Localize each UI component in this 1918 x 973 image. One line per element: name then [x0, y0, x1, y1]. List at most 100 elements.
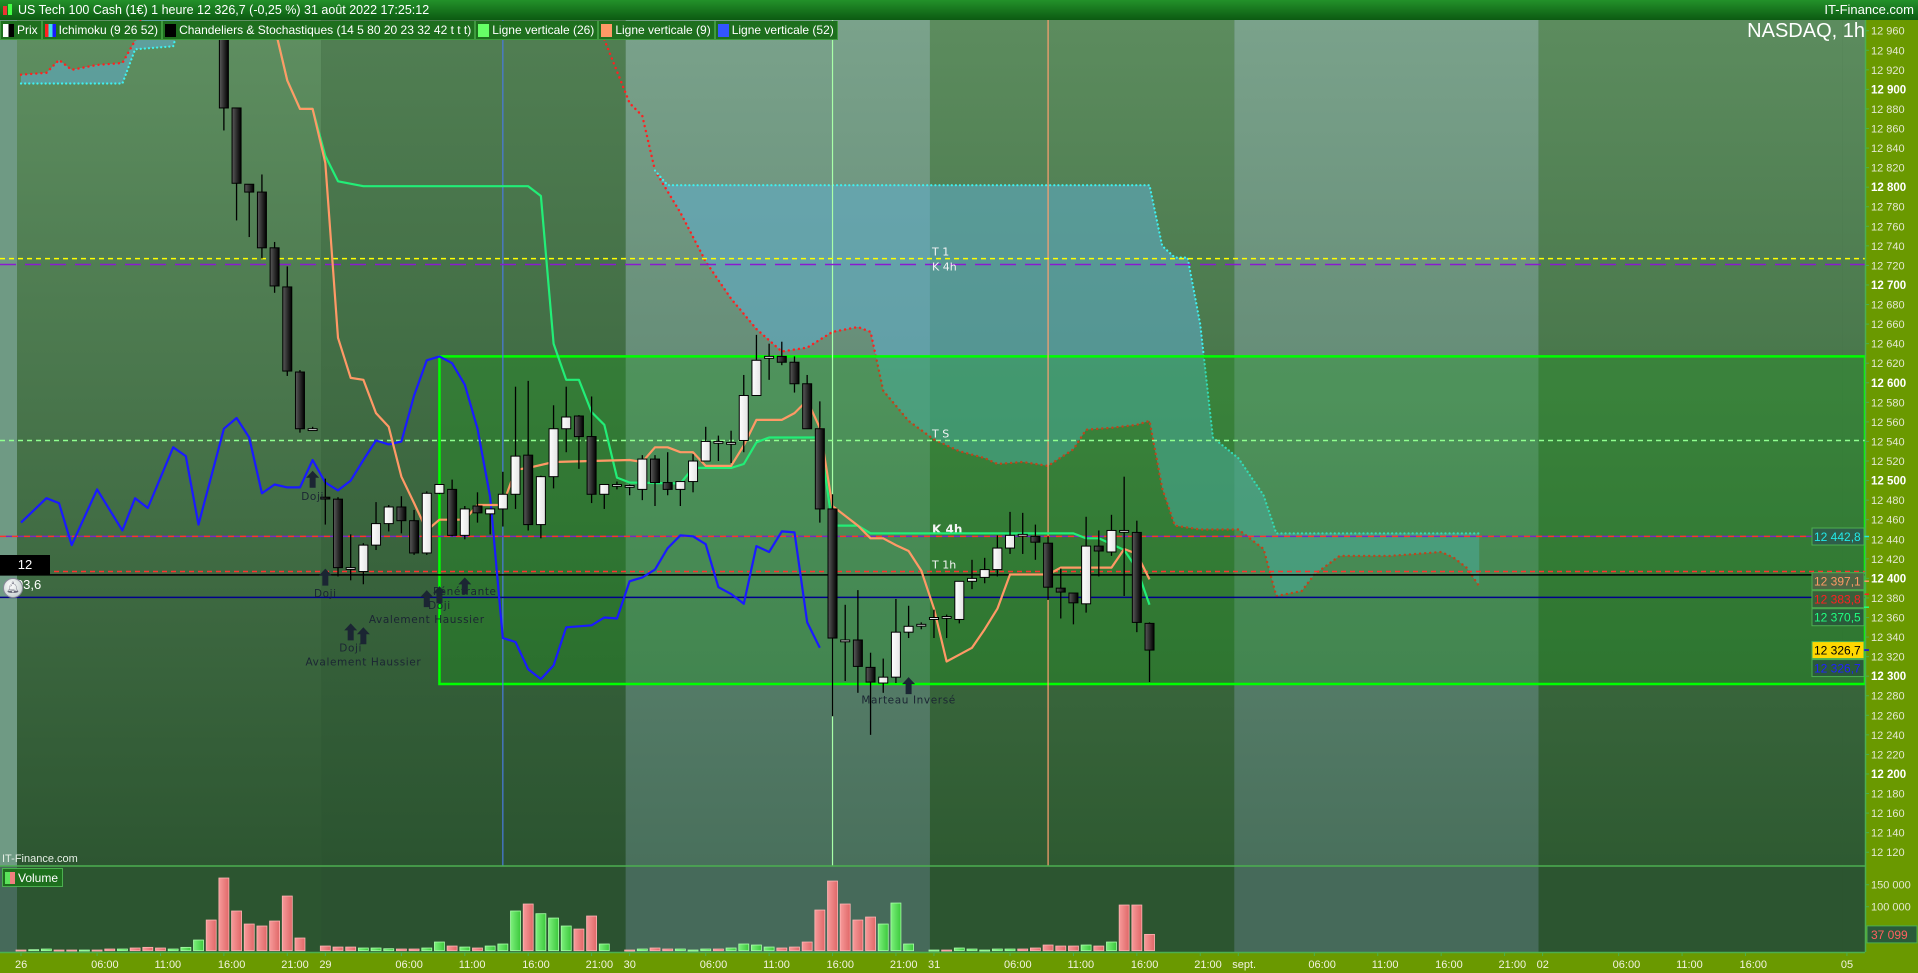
candle [840, 604, 851, 682]
line-label: K 4h [932, 261, 957, 274]
legend-label: Ligne verticale (26) [492, 23, 595, 37]
price-axis[interactable]: 12 960 12 940 12 920 12 900 12 880 12 860 12 8… [1864, 20, 1918, 973]
time-tick-label: 16:00 [218, 959, 246, 971]
candle [738, 374, 749, 453]
legend-item[interactable]: Chandeliers & Stochastiques (14 5 80 20 … [162, 21, 476, 40]
price-tick-label: 12 460 [1871, 515, 1905, 527]
vertical-lines [502, 20, 1049, 866]
candle [878, 658, 889, 693]
candle [333, 497, 343, 577]
legend-item[interactable]: Ligne verticale (9) [598, 21, 715, 40]
candle [1005, 511, 1016, 554]
bearish-candle-body [333, 498, 343, 569]
bullish-candle-body [890, 631, 901, 678]
volume-bar-up [535, 913, 547, 952]
arrow-up-icon [306, 470, 320, 488]
candle [383, 505, 394, 532]
volume-bar-down [839, 903, 851, 952]
bearish-candle-body [1093, 545, 1104, 552]
price-tick-label: 12 480 [1871, 495, 1905, 507]
volume-bar-up [700, 948, 712, 952]
volume-bar-down [1068, 945, 1079, 952]
volume-bar-down [941, 949, 953, 952]
candle [827, 494, 838, 717]
bullish-candle-body [1119, 529, 1130, 533]
volume-bar-down [269, 920, 281, 952]
bearish-candle-body [447, 488, 458, 536]
time-axis[interactable]: 26 06:00 11:00 16:00 21:00 29 06:00 11:00 16:00 2… [0, 951, 1865, 973]
volume-bar-down [256, 925, 268, 952]
volume-bar-up [40, 948, 52, 952]
price-tick-label: 12 220 [1871, 749, 1905, 761]
volume-bar-up [890, 902, 902, 952]
value-tag-label: 12 442,8 [1814, 530, 1861, 544]
legend-item[interactable]: Ligne verticale (26) [475, 21, 599, 40]
volume-bar-down [104, 948, 116, 952]
volume-bar-down [91, 949, 103, 952]
bullish-candle-body [624, 484, 635, 488]
candle [1106, 514, 1117, 556]
volume-legend-item[interactable]: Volume [2, 868, 64, 887]
session-band [625, 20, 930, 866]
volume-bar-up [1004, 948, 1016, 952]
value-tag-label: 12 326,7 [1814, 644, 1861, 658]
senkou-b-line [603, 38, 1481, 598]
session-band [1234, 20, 1539, 866]
value-tag [1811, 608, 1865, 627]
volume-bar-up [991, 948, 1003, 952]
bullish-candle-body [599, 483, 610, 495]
legend-label: Ligne verticale (52) [731, 23, 834, 37]
volume-bar-down [814, 909, 826, 952]
price-tick-label: 12 420 [1871, 554, 1905, 566]
time-tick-label: 26 [15, 959, 27, 971]
candle [548, 405, 559, 489]
line-label: T 1h [931, 559, 956, 572]
bullish-candle-body [840, 639, 851, 643]
volume-bar-up [421, 947, 433, 952]
price-tick-label: 12 620 [1871, 358, 1905, 370]
bullish-candle-body [688, 460, 699, 483]
volume-bar-up [979, 949, 991, 952]
volume-bar-down [865, 916, 876, 952]
time-tick-label: sept. [1232, 959, 1256, 971]
bullish-candle-body [878, 676, 889, 684]
time-tick-label: 11:00 [154, 959, 181, 971]
bearish-candle-body [776, 355, 787, 363]
volume-bar-down [573, 928, 585, 952]
bullish-candle-body [535, 476, 546, 526]
legend-item[interactable]: Prix [0, 21, 42, 40]
volume-bar-down [1055, 945, 1067, 952]
price-tick-label: 12 560 [1871, 417, 1905, 429]
volume-session-band [1842, 866, 1865, 952]
line-label: T S [931, 427, 949, 440]
volume-bar-down [1131, 904, 1143, 952]
bullish-candle-body [1081, 545, 1092, 605]
brand-link[interactable]: IT-Finance.com [1824, 2, 1914, 17]
price-tick-label: 12 600 [1871, 378, 1906, 390]
volume-value-tag-label: 37 099 [1871, 928, 1908, 942]
session-band [17, 20, 322, 866]
volume-bar-up [674, 948, 686, 952]
time-tick-label: 11:00 [1676, 959, 1703, 971]
price-tick-label: 12 360 [1871, 613, 1905, 625]
candle [662, 452, 673, 496]
bearish-candle-body [1144, 622, 1155, 651]
volume-swatch-icon [5, 871, 15, 884]
bell-icon[interactable]: 🔔︎ [3, 578, 23, 598]
time-tick-label: 16:00 [827, 959, 855, 971]
arrow-up-icon [458, 577, 472, 595]
volume-bar-up [725, 947, 737, 952]
time-tick-label: 06:00 [1613, 959, 1641, 971]
legend-item[interactable]: Ligne verticale (52) [714, 21, 838, 40]
candle [1068, 592, 1079, 625]
volume-bar-up [497, 943, 509, 952]
volume-bar-down [624, 949, 636, 952]
time-tick-label: 06:00 [1308, 959, 1336, 971]
time-tick-label: 16:00 [1739, 959, 1767, 971]
candle [434, 483, 445, 495]
legend-item[interactable]: Ichimoku (9 26 52) [41, 21, 163, 40]
bullish-candle-body [611, 483, 622, 487]
bearish-candle-body [396, 506, 407, 522]
volume-bar-up [28, 949, 40, 952]
